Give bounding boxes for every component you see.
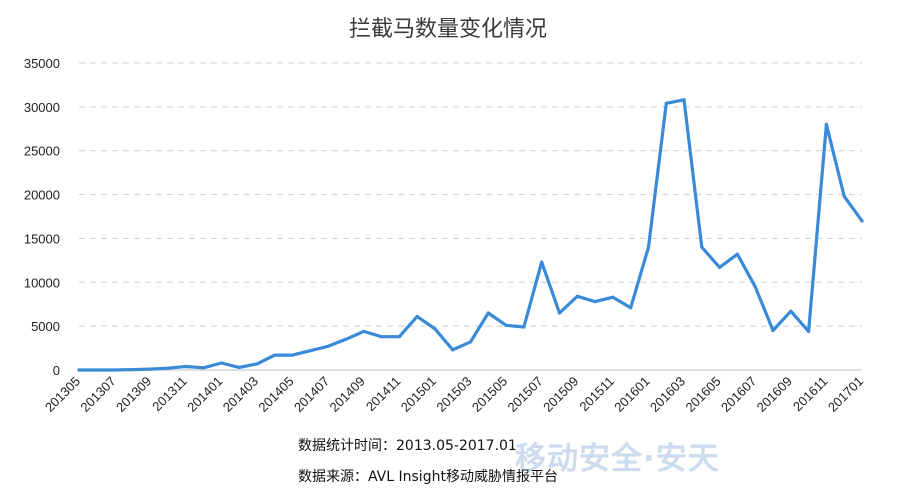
data-point	[824, 122, 829, 126]
data-point	[308, 349, 312, 353]
x-tick-label: 201605	[682, 374, 723, 415]
chart-title: 拦截马数量变化情况	[349, 17, 547, 42]
x-tick-label: 201603	[647, 374, 688, 415]
x-tick-label: 201607	[718, 374, 759, 415]
y-tick-label: 5000	[31, 319, 60, 334]
data-point	[700, 245, 704, 249]
data-point	[362, 329, 366, 334]
data-point	[540, 260, 544, 264]
data-point	[753, 285, 757, 289]
data-point	[842, 194, 846, 198]
x-tick-label: 201405	[255, 374, 296, 415]
x-tick-label: 201507	[505, 374, 546, 415]
gridlines	[79, 62, 862, 327]
y-axis-ticks: 0 5000 10000 15000 20000 25000 30000 35000	[24, 56, 60, 378]
x-tick-label: 201311	[149, 374, 190, 415]
data-point	[290, 353, 295, 357]
brand-watermark: 移动安全·安天	[515, 441, 720, 477]
y-tick-label: 30000	[24, 100, 60, 115]
data-point	[255, 362, 259, 366]
data-point	[646, 245, 651, 249]
data-point	[629, 306, 633, 310]
data-period-note: 数据统计时间：2013.05-2017.01	[298, 438, 517, 454]
x-tick-label: 201501	[398, 374, 439, 415]
x-tick-label: 201409	[327, 374, 368, 415]
data-point	[664, 101, 668, 105]
x-tick-label: 201411	[363, 374, 404, 415]
data-point	[344, 337, 348, 341]
x-tick-label: 201309	[113, 374, 154, 415]
data-point	[130, 367, 134, 372]
x-tick-label: 201505	[469, 374, 510, 415]
data-point	[273, 353, 277, 357]
data-point	[486, 311, 490, 315]
data-point	[735, 252, 740, 256]
data-point	[326, 344, 330, 348]
x-tick-label: 201601	[611, 374, 652, 415]
data-point	[468, 340, 473, 344]
data-point	[237, 365, 241, 369]
data-point	[184, 364, 188, 369]
y-tick-label: 10000	[24, 275, 60, 290]
data-point	[219, 361, 223, 365]
data-point	[95, 368, 99, 372]
data-point	[611, 295, 615, 299]
x-tick-label: 201403	[220, 374, 261, 415]
x-tick-label: 201511	[576, 374, 617, 415]
data-point	[557, 311, 562, 315]
data-point	[575, 294, 579, 298]
x-tick-label: 201407	[291, 374, 332, 415]
y-tick-label: 25000	[24, 144, 60, 159]
x-tick-label: 201701	[825, 374, 866, 415]
data-point	[433, 327, 437, 331]
data-point	[593, 299, 597, 304]
series-line	[77, 98, 864, 372]
data-point	[682, 98, 686, 102]
y-tick-label: 20000	[24, 188, 60, 203]
y-tick-label: 15000	[24, 231, 60, 246]
data-point	[148, 367, 152, 371]
data-point	[807, 329, 811, 334]
data-point	[860, 219, 864, 223]
data-source-note: 数据来源：AVL Insight移动威胁情报平台	[298, 469, 558, 485]
x-tick-label: 201611	[790, 374, 831, 415]
data-point	[789, 309, 793, 313]
data-point	[379, 335, 384, 339]
y-tick-label: 0	[53, 363, 60, 378]
x-tick-label: 201609	[754, 374, 795, 415]
x-tick-label: 201307	[77, 374, 118, 415]
data-point	[415, 314, 419, 319]
x-tick-label: 201305	[42, 374, 83, 415]
x-tick-label: 201401	[184, 374, 225, 415]
data-point	[718, 265, 722, 269]
data-point	[112, 368, 117, 372]
data-points	[77, 98, 864, 372]
data-point	[166, 366, 170, 370]
y-tick-label: 35000	[24, 56, 60, 71]
x-tick-label: 201509	[540, 374, 581, 415]
data-point	[522, 325, 526, 329]
x-axis-ticks: 2013052013072013092013112014012014032014…	[42, 374, 866, 415]
data-point	[451, 348, 455, 352]
data-point	[397, 335, 401, 339]
x-tick-label: 201503	[433, 374, 474, 415]
data-point	[771, 328, 775, 333]
data-point	[201, 366, 206, 370]
data-point	[77, 368, 81, 372]
data-point	[504, 323, 508, 327]
